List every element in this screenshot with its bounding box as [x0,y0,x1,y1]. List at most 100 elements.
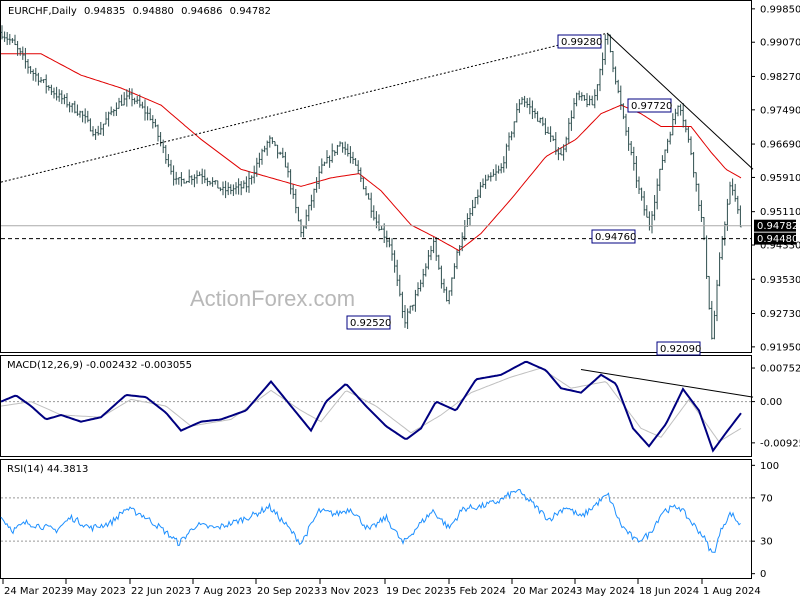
price-bar [208,180,212,186]
price-bar [286,162,290,178]
price-bar [422,268,425,288]
price-annotation-box [346,315,391,330]
price-bar [331,143,334,163]
price-bar [513,121,516,138]
price-bar [136,95,139,104]
price-level-tag [754,219,796,232]
price-bar [245,176,248,193]
price-bar [45,74,48,94]
price-bar [250,175,253,185]
price-moving-average [1,53,742,252]
price-annotation-label: 0.99280 [561,37,602,48]
price-bar [585,93,589,108]
price-bar [557,147,560,161]
price-bar [117,97,121,109]
price-bar [94,128,97,140]
price-bar [611,51,615,73]
price-low: 0.94686 [181,6,222,17]
rsi-y-tick-label: 30 [760,537,773,548]
price-bar [539,117,542,124]
price-bar [448,290,451,305]
price-bar [640,187,643,201]
price-bar [307,204,310,222]
price-bar [299,219,303,238]
price-bar [42,79,45,84]
price-bar [123,92,126,106]
price-close: 0.94782 [230,6,271,17]
price-bar [65,92,69,108]
price-bar [110,106,113,116]
price-bar [362,177,365,190]
price-bar [169,159,173,175]
macd-layer [0,360,754,453]
price-bar [713,310,716,340]
price-bar [679,104,682,116]
x-tick-label: 20 Mar 2024 [513,586,576,597]
price-bar [34,67,37,82]
price-bar [52,87,56,99]
price-bar [598,68,602,92]
price-bar [461,232,464,252]
price-bar [437,254,440,270]
price-bar [445,286,448,302]
price-bar [390,238,394,261]
price-bar [656,178,659,210]
price-bar [728,181,732,205]
price-bar [427,249,430,270]
price-bar [97,125,100,136]
price-bar [619,85,622,110]
price-symbol: EURCHF,Daily [8,6,77,17]
price-bar [195,170,199,184]
price-bar [739,205,742,228]
price-bar [567,118,570,144]
price-bar [315,177,318,193]
x-tick-label: 20 Sep 2023 [257,586,320,597]
price-bar [676,105,680,117]
price-bar [146,106,149,121]
price-bar [648,211,651,231]
price-bar [89,118,92,132]
price-bar [705,235,708,279]
price-bar [216,180,219,189]
price-bar [682,102,685,128]
price-bar [736,195,739,214]
price-bar [162,139,165,154]
rsi-y-tick-label: 70 [760,493,773,504]
price-bar [401,291,404,319]
x-tick-label: 5 Feb 2024 [450,586,506,597]
macd-trendline [580,368,754,398]
price-bar [346,143,349,157]
price-bar [580,92,583,101]
price-bar [398,274,401,297]
price-bar [507,132,511,151]
price-level-tag-label: 0.94480 [757,234,798,245]
price-bar [193,174,196,188]
price-bar [102,123,105,136]
price-bar [224,180,227,199]
price-bar [78,110,82,118]
price-bar [692,151,695,178]
price-bar [180,172,183,187]
price-bar [156,124,160,142]
price-bar [167,154,170,168]
price-bar [240,181,243,196]
price-bar [372,205,375,221]
price-bar [476,189,479,205]
price-bar [588,95,591,106]
price-bar [120,94,123,106]
price-bar [549,126,552,143]
price-bar [60,90,63,105]
price-bar [320,158,323,174]
price-annotation-label: 0.97720 [631,101,672,112]
price-bar [520,97,524,105]
price-bar [219,187,222,192]
price-bar [533,108,537,119]
price-bar [13,34,17,46]
price-bar [190,175,193,185]
price-bar [455,250,459,270]
price-bar [154,118,157,128]
price-bar [247,171,251,193]
price-bar [500,163,503,174]
price-bar [435,237,438,261]
